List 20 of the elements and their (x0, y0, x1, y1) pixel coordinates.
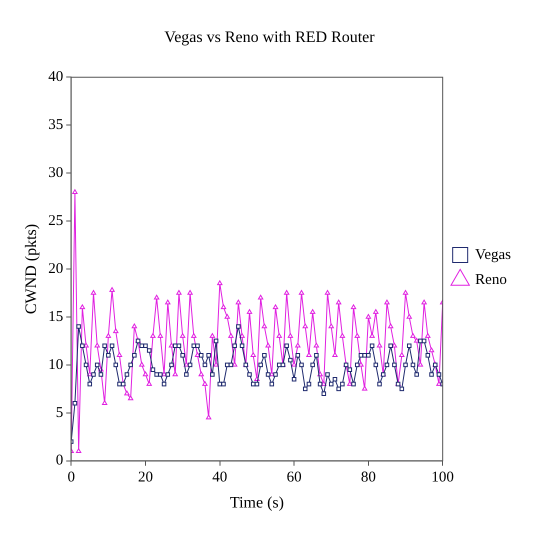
legend-label: Reno (475, 272, 507, 288)
y-axis-title: CWND (pkts) (22, 224, 40, 314)
x-tick-label: 40 (212, 470, 228, 486)
y-tick-label: 30 (48, 165, 64, 182)
x-axis-title: Time (s) (230, 494, 284, 512)
y-tick-label: 0 (56, 452, 64, 469)
y-tick-label: 10 (48, 356, 64, 373)
y-tick-label: 35 (48, 117, 64, 134)
x-tick-label: 0 (67, 470, 75, 486)
y-tick-label: 20 (48, 260, 64, 277)
y-tick-label: 5 (56, 404, 64, 421)
y-tick-label: 15 (48, 308, 64, 325)
x-tick-label: 60 (286, 470, 302, 486)
y-tick-label: 25 (48, 212, 64, 229)
x-tick-label: 100 (431, 470, 454, 486)
legend-label: Vegas (475, 246, 512, 263)
x-tick-label: 80 (360, 470, 376, 486)
y-tick-label: 40 (48, 69, 64, 86)
x-tick-label: 20 (138, 470, 153, 486)
chart-title: Vegas vs Reno with RED Router (164, 28, 376, 46)
